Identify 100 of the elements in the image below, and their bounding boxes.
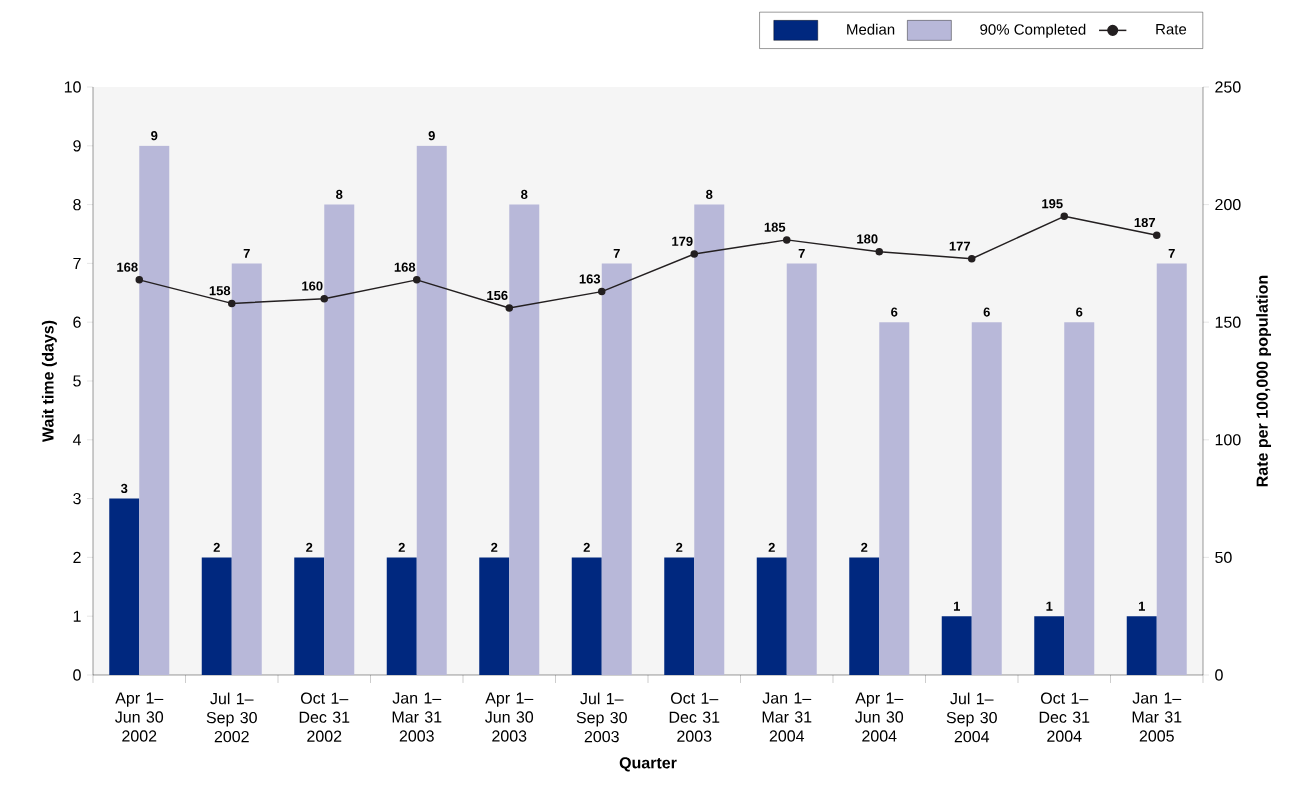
x-tick-label: Jul 1–Sep 30 2003 — [576, 692, 627, 743]
data-label: 187 — [1134, 217, 1156, 228]
data-label: 156 — [487, 290, 508, 300]
data-label: 158 — [209, 286, 231, 296]
bar — [786, 263, 817, 675]
data-label: 168 — [117, 262, 138, 272]
point — [505, 304, 513, 312]
data-label: 2 — [213, 542, 220, 552]
bar — [386, 557, 417, 675]
data-label: 2 — [861, 542, 868, 552]
x-tick-label: Jan 1–Mar 31 2005 — [1132, 692, 1182, 742]
y-axis-title: Wait time (days) — [41, 320, 57, 443]
x-tick-label: Apr 1–Jun 30 2004 — [855, 692, 904, 742]
data-label: 1 — [953, 601, 960, 611]
data-label: 2 — [491, 542, 498, 552]
point — [690, 250, 698, 258]
bar — [139, 145, 170, 675]
data-label: 2 — [768, 542, 775, 552]
y2-tick-label: 250 — [1215, 81, 1241, 93]
bar — [601, 263, 632, 675]
data-label: 179 — [672, 236, 693, 246]
point — [875, 247, 883, 256]
point — [598, 287, 606, 296]
y2-tick-label: 150 — [1215, 316, 1241, 328]
point — [1060, 212, 1068, 221]
y-tick-label: 0 — [73, 669, 81, 681]
data-label: 7 — [1168, 248, 1175, 258]
bar — [941, 616, 972, 675]
bar — [694, 204, 725, 675]
x-tick-label: Jul 1–Sep 30 2002 — [206, 692, 257, 743]
legend-label: Median — [847, 23, 895, 35]
bar — [849, 557, 880, 675]
x-tick-label: Apr 1–Jun 30 2002 — [115, 692, 164, 742]
y-tick-label: 7 — [73, 257, 81, 269]
data-label: 1 — [1138, 601, 1145, 611]
point — [783, 236, 791, 244]
data-label: 8 — [521, 189, 528, 200]
data-label: 180 — [857, 234, 878, 244]
data-label: 6 — [891, 307, 898, 317]
y-tick-label: 5 — [73, 375, 81, 387]
bar — [971, 322, 1002, 675]
data-label: 9 — [428, 131, 435, 141]
data-label: 1 — [1046, 601, 1053, 611]
bar — [756, 557, 787, 675]
bar — [1064, 322, 1095, 675]
data-label: 177 — [949, 241, 971, 251]
data-label: 7 — [798, 248, 805, 258]
legend-label: Rate — [1156, 24, 1187, 35]
bar — [1126, 616, 1157, 675]
point — [135, 276, 143, 284]
data-label: 185 — [764, 222, 786, 232]
bar — [1034, 616, 1065, 675]
x-tick-label: Oct 1–Dec 31 2003 — [669, 692, 720, 742]
data-label: 163 — [579, 274, 601, 284]
y2-tick-label: 0 — [1215, 669, 1223, 681]
x-tick-label: Jan 1–Mar 31 2004 — [762, 692, 812, 742]
point — [968, 254, 976, 263]
y2-tick-label: 200 — [1215, 198, 1241, 211]
bar — [201, 557, 232, 675]
bar — [1156, 263, 1187, 675]
bar — [416, 145, 447, 675]
bar — [294, 557, 325, 675]
data-label: 2 — [583, 542, 590, 552]
bar — [109, 498, 140, 675]
data-label: 6 — [1076, 307, 1083, 317]
point — [320, 294, 328, 303]
data-label: 2 — [676, 542, 683, 552]
x-tick-label: Apr 1–Jun 30 2003 — [485, 692, 534, 742]
data-label: 8 — [336, 189, 343, 200]
bar — [509, 204, 540, 675]
point — [413, 276, 421, 284]
y-tick-label: 9 — [73, 140, 81, 152]
y2-axis-title: Rate per 100,000 population — [1256, 275, 1272, 487]
y-tick-label: 6 — [73, 316, 81, 328]
data-label: 3 — [120, 483, 128, 494]
y-tick-label: 4 — [72, 434, 81, 446]
x-tick-label: Jan 1–Mar 31 2003 — [392, 692, 442, 742]
y-tick-label: 1 — [73, 610, 81, 622]
legend-label: 90% Completed — [980, 23, 1086, 38]
point — [1153, 231, 1161, 239]
y-tick-label: 10 — [64, 81, 81, 93]
data-label: 8 — [706, 189, 713, 200]
bar — [324, 204, 355, 675]
bar — [664, 557, 695, 675]
data-label: 160 — [302, 281, 323, 291]
x-tick-label: Oct 1–Dec 31 2002 — [299, 692, 350, 742]
bar — [879, 322, 910, 675]
x-tick-label: Jul 1–Sep 30 2004 — [946, 692, 997, 743]
data-label: 2 — [306, 542, 313, 552]
data-label: 9 — [151, 131, 158, 141]
y2-tick-label: 100 — [1215, 434, 1241, 446]
data-label: 6 — [983, 307, 990, 317]
data-label: 2 — [398, 542, 405, 552]
y2-tick-label: 50 — [1215, 551, 1232, 564]
data-label: 168 — [394, 262, 416, 272]
point — [228, 299, 236, 308]
data-label: 7 — [243, 248, 250, 258]
bar — [231, 263, 262, 675]
x-tick-label: Oct 1–Dec 31 2004 — [1039, 692, 1090, 742]
y-tick-label: 2 — [73, 551, 81, 563]
